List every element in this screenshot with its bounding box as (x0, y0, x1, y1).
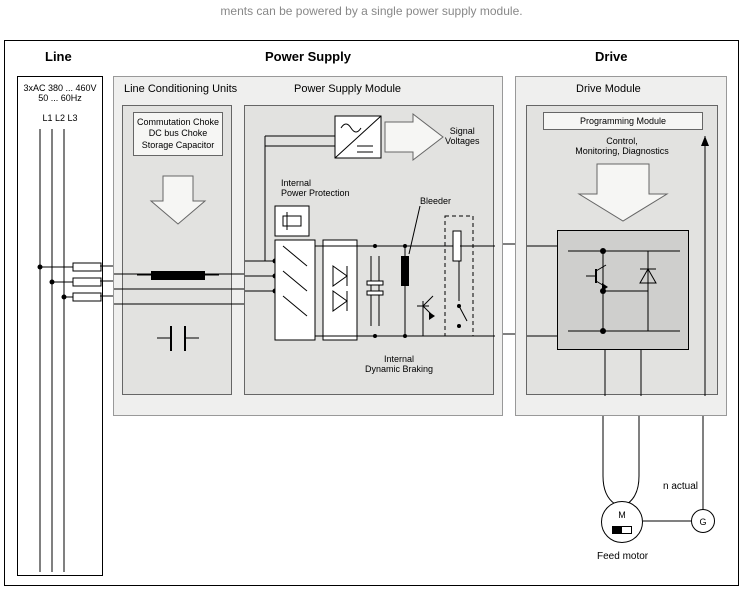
psm-box: Internal Power Protection Bleeder Intern… (244, 105, 494, 395)
header-ps: Power Supply (265, 49, 351, 64)
drive-panel: Drive Module Programming Module Control,… (515, 76, 727, 416)
generator-circle: G (691, 509, 715, 533)
power-supply-panel: Line Conditioning Units Power Supply Mod… (113, 76, 503, 416)
inverter-box (557, 230, 689, 350)
page-caption: ments can be powered by a single power s… (0, 4, 743, 18)
motor-letter: M (602, 502, 642, 524)
feed-motor-label: Feed motor (597, 551, 648, 562)
lcu-svg (123, 106, 233, 396)
motor-circle: M (601, 501, 643, 543)
n-actual-label: n actual (663, 481, 698, 492)
header-line: Line (45, 49, 72, 64)
inverter-svg (558, 231, 690, 351)
signal-voltages-label: Signal Voltages (445, 126, 480, 146)
psm-svg (245, 106, 495, 396)
lcu-box: Commutation Choke DC bus Choke Storage C… (122, 105, 232, 395)
dm-title: Drive Module (576, 83, 641, 95)
psm-title: Power Supply Module (294, 83, 401, 95)
line-to-ps-svg (17, 76, 117, 416)
drive-module-box: Programming Module Control, Monitoring, … (526, 105, 718, 395)
header-drive: Drive (595, 49, 628, 64)
diagram-frame: Line Power Supply Drive 3xAC 380 ... 460… (4, 40, 739, 586)
motor-symbol-icon (612, 526, 632, 534)
lcu-title: Line Conditioning Units (124, 83, 237, 95)
